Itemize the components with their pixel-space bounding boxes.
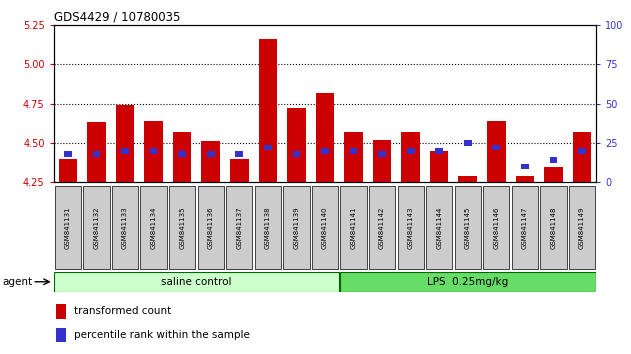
Bar [312, 186, 338, 269]
Bar [56, 304, 66, 319]
Bar [287, 108, 305, 182]
Bar [59, 159, 77, 182]
Text: GSM841141: GSM841141 [351, 206, 357, 249]
Bar [255, 186, 281, 269]
Bar [55, 186, 81, 269]
Text: agent: agent [3, 277, 33, 287]
Bar [83, 186, 110, 269]
Text: GSM841140: GSM841140 [322, 206, 328, 249]
Text: GSM841134: GSM841134 [151, 206, 156, 249]
Bar [435, 148, 443, 154]
Bar [350, 148, 357, 154]
Bar [487, 121, 505, 182]
Text: GSM841143: GSM841143 [408, 206, 414, 249]
Text: GSM841136: GSM841136 [208, 206, 214, 249]
Bar [430, 151, 449, 182]
Bar [378, 151, 386, 157]
Text: percentile rank within the sample: percentile rank within the sample [74, 330, 250, 340]
Bar [141, 186, 167, 269]
Bar [54, 272, 339, 292]
Text: GSM841133: GSM841133 [122, 206, 128, 249]
Bar [483, 186, 509, 269]
Bar [316, 92, 334, 182]
Text: GDS4429 / 10780035: GDS4429 / 10780035 [54, 11, 180, 24]
Text: transformed count: transformed count [74, 306, 172, 316]
Bar [459, 176, 477, 182]
Bar [121, 148, 129, 154]
Bar [321, 148, 329, 154]
Bar [207, 151, 215, 157]
Bar [56, 328, 66, 343]
Bar [112, 186, 138, 269]
Bar [398, 186, 424, 269]
Bar [578, 148, 586, 154]
Bar [550, 158, 557, 163]
Text: GSM841148: GSM841148 [550, 206, 557, 249]
Bar [345, 132, 363, 182]
Text: saline control: saline control [161, 277, 232, 287]
Bar [401, 132, 420, 182]
Text: GSM841147: GSM841147 [522, 206, 528, 249]
Bar [144, 121, 163, 182]
Bar [516, 176, 534, 182]
Bar [283, 186, 310, 269]
Bar [373, 140, 391, 182]
Bar [173, 132, 191, 182]
Text: GSM841132: GSM841132 [93, 206, 100, 249]
Bar [492, 145, 500, 150]
Bar [169, 186, 196, 269]
Bar [64, 151, 72, 157]
Text: GSM841142: GSM841142 [379, 206, 385, 249]
Text: GSM841145: GSM841145 [465, 206, 471, 249]
Bar [544, 167, 563, 182]
Text: GSM841138: GSM841138 [265, 206, 271, 249]
Bar [540, 186, 567, 269]
Text: GSM841144: GSM841144 [436, 206, 442, 249]
Bar [87, 122, 106, 182]
Text: GSM841131: GSM841131 [65, 206, 71, 249]
Bar [464, 140, 471, 146]
Bar [235, 151, 243, 157]
Bar [230, 159, 249, 182]
Text: GSM841149: GSM841149 [579, 206, 585, 249]
Bar [150, 148, 158, 154]
Text: GSM841137: GSM841137 [236, 206, 242, 249]
Bar [259, 39, 277, 182]
Bar [179, 151, 186, 157]
Bar [226, 186, 252, 269]
Bar [293, 151, 300, 157]
Bar [201, 141, 220, 182]
Bar [407, 148, 415, 154]
Bar [339, 272, 596, 292]
Bar [454, 186, 481, 269]
Bar [426, 186, 452, 269]
Bar [369, 186, 395, 269]
Bar [569, 186, 595, 269]
Text: GSM841146: GSM841146 [493, 206, 499, 249]
Bar [521, 164, 529, 169]
Bar [93, 151, 100, 157]
Bar [340, 186, 367, 269]
Text: GSM841135: GSM841135 [179, 206, 185, 249]
Bar [264, 145, 272, 150]
Bar [512, 186, 538, 269]
Bar [573, 132, 591, 182]
Text: GSM841139: GSM841139 [293, 206, 299, 249]
Bar [198, 186, 224, 269]
Text: LPS  0.25mg/kg: LPS 0.25mg/kg [427, 277, 509, 287]
Bar [115, 105, 134, 182]
